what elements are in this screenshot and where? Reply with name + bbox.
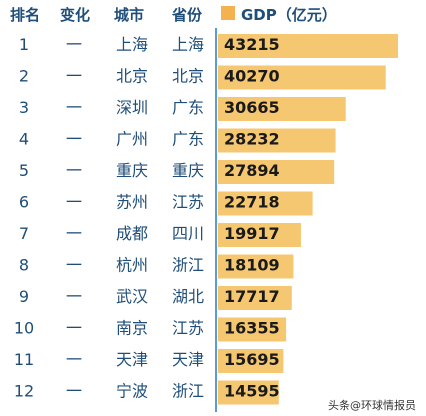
city-cell: 杭州 [116,256,148,275]
gdp-value-label: 43215 [224,35,280,54]
table-row: 4 一 广州 广东 28232 [19,128,336,153]
rank-cell: 3 [19,98,29,117]
province-cell: 江苏 [172,319,204,338]
rank-cell: 4 [19,130,29,149]
gdp-value-label: 18109 [224,256,280,275]
table-row: 9 一 武汉 湖北 17717 [19,286,292,310]
header-gdp: GDP（亿元） [241,6,337,24]
gdp-value-label: 28232 [224,130,280,149]
rank-cell: 7 [19,224,29,243]
rank-cell: 10 [14,319,34,338]
table-row: 2 一 北京 北京 40270 [19,65,386,90]
change-cell: 一 [66,256,82,275]
city-cell: 武汉 [116,287,148,306]
gdp-value-label: 16355 [224,319,280,338]
city-cell: 成都 [116,224,148,243]
gdp-bar [218,349,284,373]
legend-swatch [221,6,235,20]
city-cell: 南京 [116,319,148,338]
change-cell: 一 [66,319,82,338]
header-row: 排名 变化 城市 省份 GDP（亿元） [10,6,337,24]
province-cell: 天津 [172,350,204,369]
province-cell: 浙江 [172,382,204,401]
gdp-bar [218,97,346,121]
province-cell: 浙江 [172,256,204,275]
city-cell: 广州 [116,130,148,149]
gdp-value-label: 19917 [224,224,280,243]
city-cell: 天津 [116,350,148,369]
city-cell: 深圳 [116,98,148,117]
gdp-value-label: 15695 [224,350,280,369]
rank-cell: 1 [19,35,29,54]
table-row: 6 一 苏州 江苏 22718 [19,191,313,216]
city-cell: 宁波 [116,382,148,401]
rank-cell: 12 [14,382,34,401]
change-cell: 一 [66,130,82,149]
rank-cell: 5 [19,161,29,180]
gdp-bar [218,34,398,58]
gdp-bar [218,254,294,279]
city-cell: 重庆 [116,161,148,180]
change-cell: 一 [66,161,82,180]
gdp-bar [218,65,386,90]
gdp-bar [218,286,292,310]
header-city: 城市 [114,6,144,24]
province-cell: 四川 [172,224,204,243]
header-province: 省份 [171,6,203,24]
city-cell: 北京 [116,67,148,86]
city-cell: 上海 [116,35,148,54]
gdp-value-label: 14595 [224,382,280,401]
city-cell: 苏州 [116,193,148,212]
change-cell: 一 [66,35,82,54]
rank-cell: 9 [19,287,29,306]
rank-cell: 2 [19,67,29,86]
gdp-bar [218,128,336,153]
gdp-bar [218,317,287,342]
rank-cell: 11 [14,350,34,369]
data-rows: 1 一上海 上海 432152 一北京 北京 402703 一深圳 广东 306654 一广州 广东 2… [14,34,398,405]
province-cell: 上海 [172,35,204,54]
change-cell: 一 [66,224,82,243]
header-change: 变化 [60,6,90,24]
watermark: 头条@环球情报员 [324,396,420,414]
province-cell: 重庆 [172,161,204,180]
province-cell: 广东 [172,98,204,117]
gdp-bar [218,191,313,216]
province-cell: 广东 [172,130,204,149]
province-cell: 北京 [172,67,204,86]
table-row: 7 一 成都 四川 19917 [19,223,301,247]
gdp-bar [218,223,301,247]
province-cell: 湖北 [172,287,204,306]
header-rank: 排名 [10,6,40,24]
change-cell: 一 [66,98,82,117]
table-row: 11 一 天津 天津 15695 [14,349,284,373]
table-row: 1 一 上海 上海 43215 [19,34,398,58]
table-row: 5 一 重庆 重庆 27894 [19,160,335,184]
table-row: 3 一 深圳 广东 30665 [19,97,346,121]
rank-cell: 6 [19,193,29,212]
gdp-bar [218,160,335,184]
gdp-value-label: 17717 [224,287,280,306]
change-cell: 一 [66,382,82,401]
change-cell: 一 [66,350,82,369]
change-cell: 一 [66,193,82,212]
gdp-value-label: 40270 [224,67,280,86]
change-cell: 一 [66,67,82,86]
table-row: 8 一 杭州 浙江 18109 [19,254,294,279]
gdp-bar [218,380,279,405]
change-cell: 一 [66,287,82,306]
table-row: 12 一 宁波 浙江 14595 [14,380,280,405]
gdp-value-label: 22718 [224,193,280,212]
rank-cell: 8 [19,256,29,275]
province-cell: 江苏 [172,193,204,212]
gdp-value-label: 27894 [224,161,280,180]
table-row: 10 一 南京 江苏 16355 [14,317,287,342]
gdp-value-label: 30665 [224,98,280,117]
